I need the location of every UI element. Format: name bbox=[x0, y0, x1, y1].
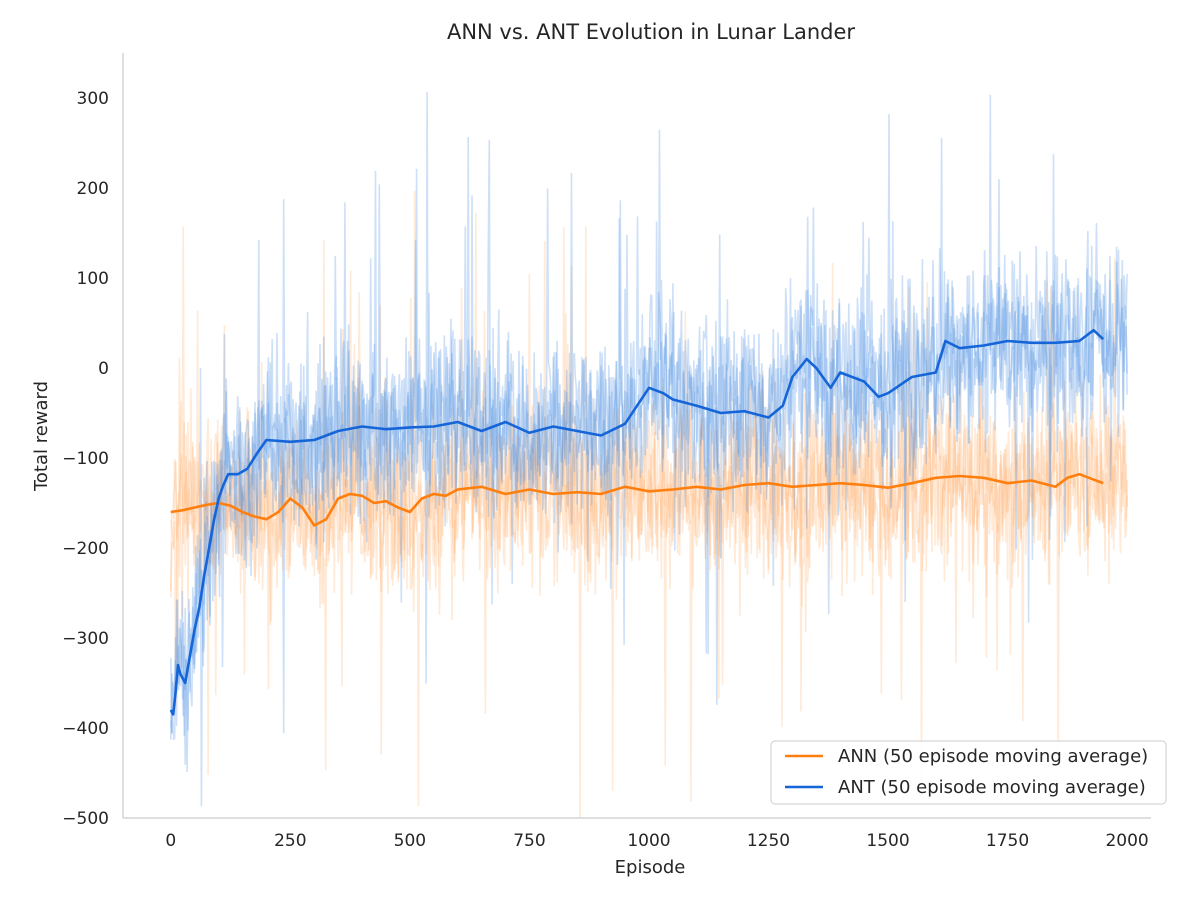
raw-trace-ann bbox=[170, 190, 1128, 818]
x-tick-label: 1000 bbox=[627, 831, 670, 851]
y-tick-label: −300 bbox=[62, 629, 109, 649]
x-tick-label: 500 bbox=[394, 831, 426, 851]
legend: ANN (50 episode moving average) ANT (50 … bbox=[770, 740, 1167, 805]
legend-label-ant: ANT (50 episode moving average) bbox=[838, 777, 1146, 798]
moving-average-line-ant bbox=[169, 328, 1105, 716]
y-tick-label: −200 bbox=[62, 539, 109, 559]
x-tick-label: 0 bbox=[165, 831, 176, 851]
y-tick-label: 0 bbox=[98, 359, 109, 379]
y-tick-label: −100 bbox=[62, 449, 109, 469]
x-tick-label: 2000 bbox=[1105, 831, 1148, 851]
raw-episode-traces bbox=[170, 92, 1128, 818]
y-tick-label: 300 bbox=[77, 89, 109, 109]
y-tick-label: −400 bbox=[62, 719, 109, 739]
raw-trace-ann bbox=[170, 226, 1128, 775]
moving-average-lines bbox=[169, 328, 1105, 716]
raw-trace-ant bbox=[170, 138, 1128, 773]
raw-trace-ant bbox=[170, 92, 1128, 807]
moving-average-line-ann bbox=[170, 472, 1104, 527]
x-axis-label: Episode bbox=[615, 857, 686, 878]
raw-trace-ant bbox=[170, 114, 1128, 765]
y-axis-label: Total reward bbox=[31, 381, 52, 492]
raw-trace-ann bbox=[170, 212, 1128, 791]
legend-label-ann: ANN (50 episode moving average) bbox=[838, 746, 1148, 767]
x-tick-label: 750 bbox=[513, 831, 545, 851]
x-tick-label: 1750 bbox=[986, 831, 1029, 851]
y-tick-label: 200 bbox=[77, 179, 109, 199]
x-tick-labels: 0 250 500 750 1000 1250 1500 1750 2000 bbox=[165, 831, 1148, 851]
axes bbox=[122, 53, 1151, 819]
chart-title: ANN vs. ANT Evolution in Lunar Lander bbox=[447, 20, 855, 44]
x-tick-label: 1500 bbox=[866, 831, 909, 851]
legend-box bbox=[770, 740, 1167, 805]
y-tick-label: 100 bbox=[77, 269, 109, 289]
y-tick-label: −500 bbox=[62, 809, 109, 829]
x-tick-label: 250 bbox=[274, 831, 306, 851]
y-tick-labels: −500 −400 −300 −200 −100 0 100 200 300 bbox=[62, 89, 109, 829]
x-tick-label: 1250 bbox=[747, 831, 790, 851]
